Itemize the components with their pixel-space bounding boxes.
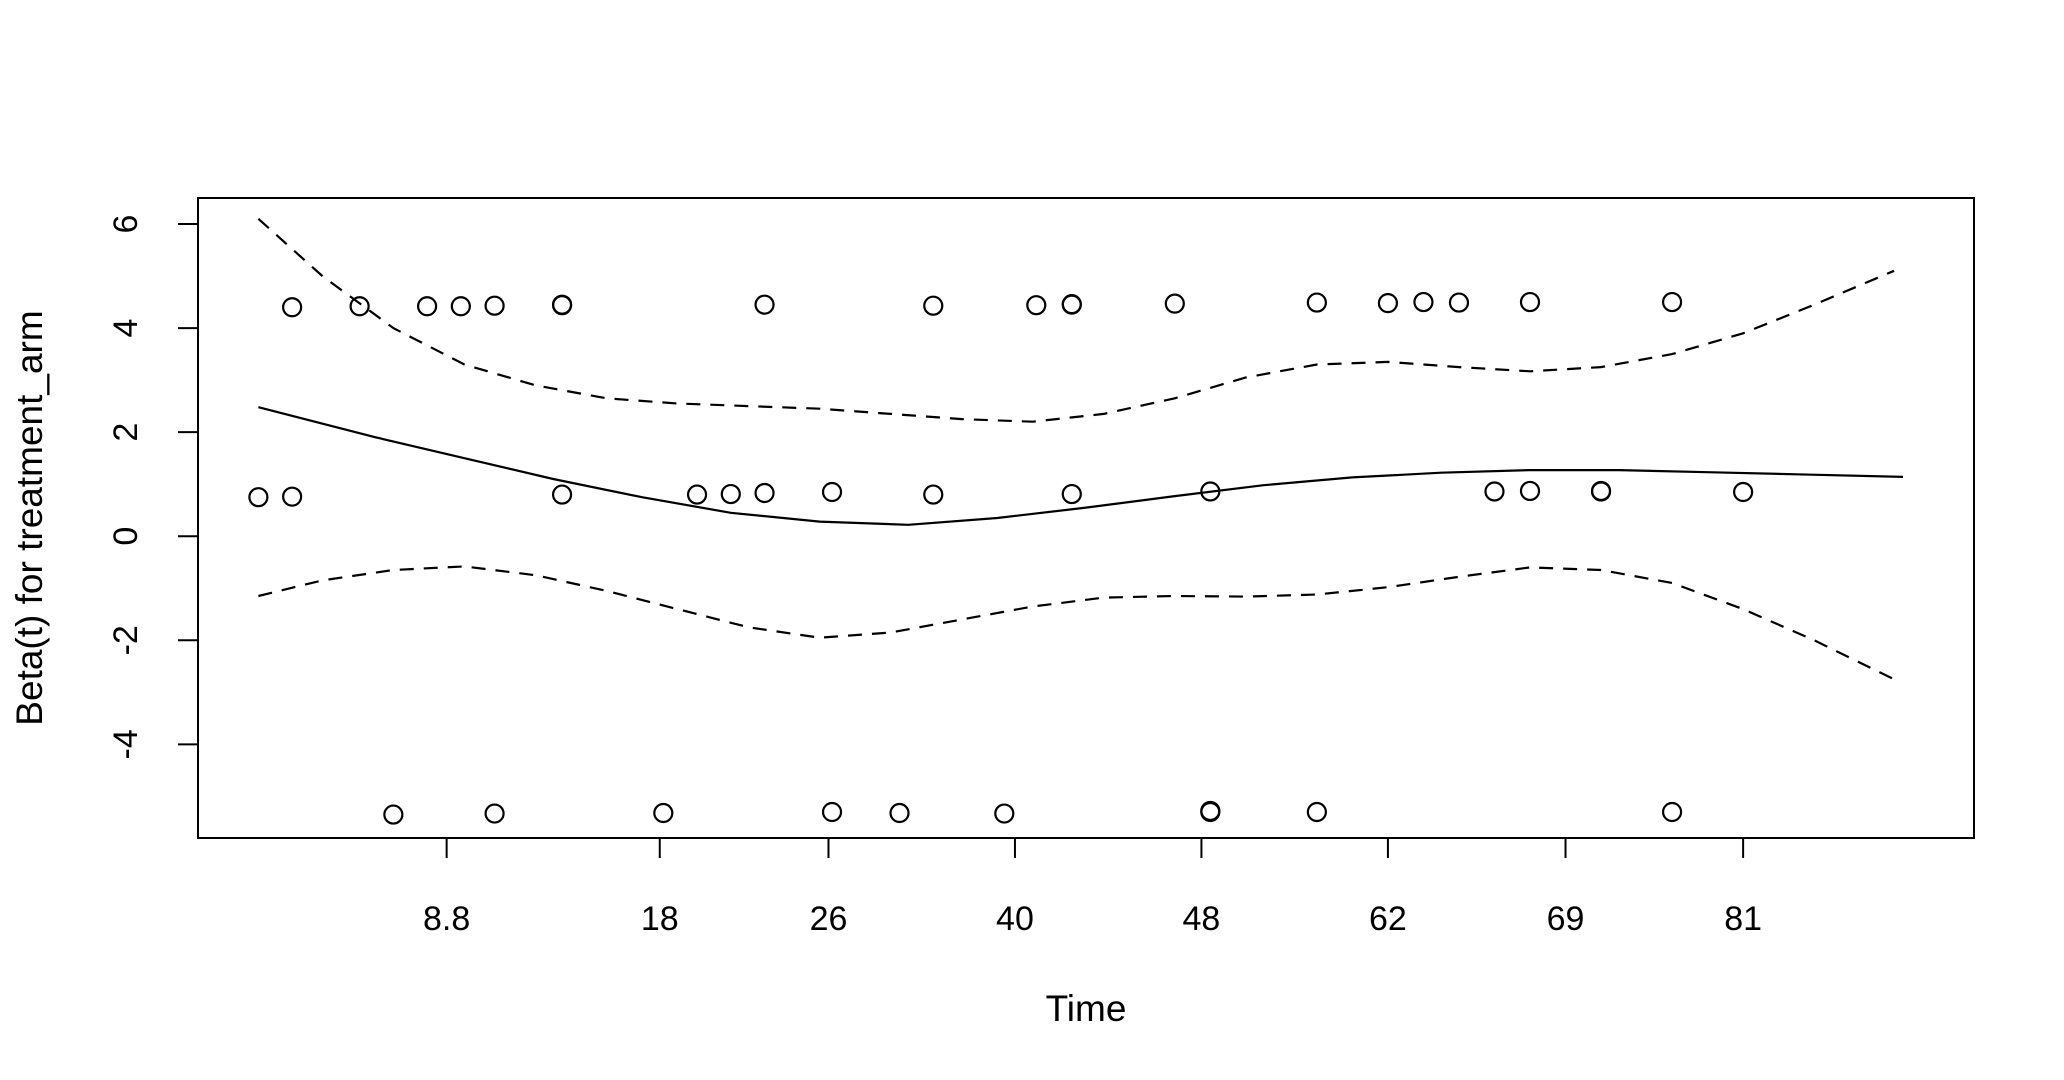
data-point (1377, 293, 1399, 314)
y-tick-label: -4 (107, 729, 145, 759)
data-point (551, 484, 573, 505)
data-point (923, 484, 944, 505)
data-point (1306, 292, 1327, 313)
y-tick-label: 4 (107, 319, 145, 338)
data-point (686, 484, 708, 505)
data-point (551, 294, 573, 315)
series-line-solid (258, 406, 1904, 526)
data-point (994, 803, 1015, 824)
data-point (653, 802, 674, 824)
data-point (484, 295, 505, 316)
data-point (349, 296, 370, 317)
data-point (1661, 801, 1683, 823)
data-point (450, 296, 471, 317)
y-tick-label: -2 (107, 625, 145, 655)
data-point (1026, 295, 1047, 316)
y-tick-label: 2 (107, 423, 145, 442)
data-point (484, 803, 505, 824)
data-point (821, 801, 843, 823)
data-point (1061, 483, 1082, 505)
y-axis: -4 -2 0 2 4 6 (107, 215, 199, 759)
data-point (1661, 291, 1683, 313)
series-line-dashed (258, 565, 1895, 681)
data-point (1448, 292, 1470, 313)
data-point (1306, 801, 1327, 823)
data-point (1413, 291, 1434, 313)
x-tick-label: 62 (1369, 900, 1407, 938)
data-point (248, 487, 269, 508)
series-layer (257, 217, 1904, 681)
data-point (1733, 481, 1754, 503)
data-point (923, 295, 944, 316)
data-point (889, 802, 910, 824)
data-point (720, 483, 741, 505)
y-tick-label: 6 (107, 215, 145, 234)
data-point (282, 486, 303, 507)
x-tick-label: 81 (1724, 900, 1762, 938)
x-tick-label: 18 (641, 900, 679, 938)
data-point (754, 482, 775, 504)
data-point (417, 296, 438, 317)
data-point (383, 804, 404, 825)
data-point (1519, 291, 1541, 313)
data-point (1061, 294, 1082, 315)
plot-border (197, 197, 1975, 839)
x-tick-label: 69 (1547, 900, 1585, 938)
data-point (1519, 480, 1541, 502)
data-point (821, 481, 843, 503)
x-tick-label: 48 (1183, 900, 1221, 938)
x-tick-label: 8.8 (423, 900, 470, 938)
data-point (1164, 293, 1185, 314)
data-point (1590, 480, 1612, 502)
data-point (1200, 800, 1221, 822)
data-point (1200, 481, 1221, 502)
x-tick-label: 40 (996, 900, 1034, 938)
data-point (282, 297, 303, 318)
series-line-dashed (257, 217, 1895, 423)
data-point (1484, 481, 1505, 502)
x-axis: 8.8 18 26 40 48 62 69 81 (423, 837, 1762, 938)
y-axis-label: Beta(t) for treatment_arm (9, 310, 50, 725)
x-tick-label: 26 (810, 900, 848, 938)
points-layer (248, 291, 1754, 825)
y-tick-label: 0 (107, 527, 145, 546)
data-point (754, 294, 775, 315)
x-axis-label: Time (1046, 988, 1127, 1029)
